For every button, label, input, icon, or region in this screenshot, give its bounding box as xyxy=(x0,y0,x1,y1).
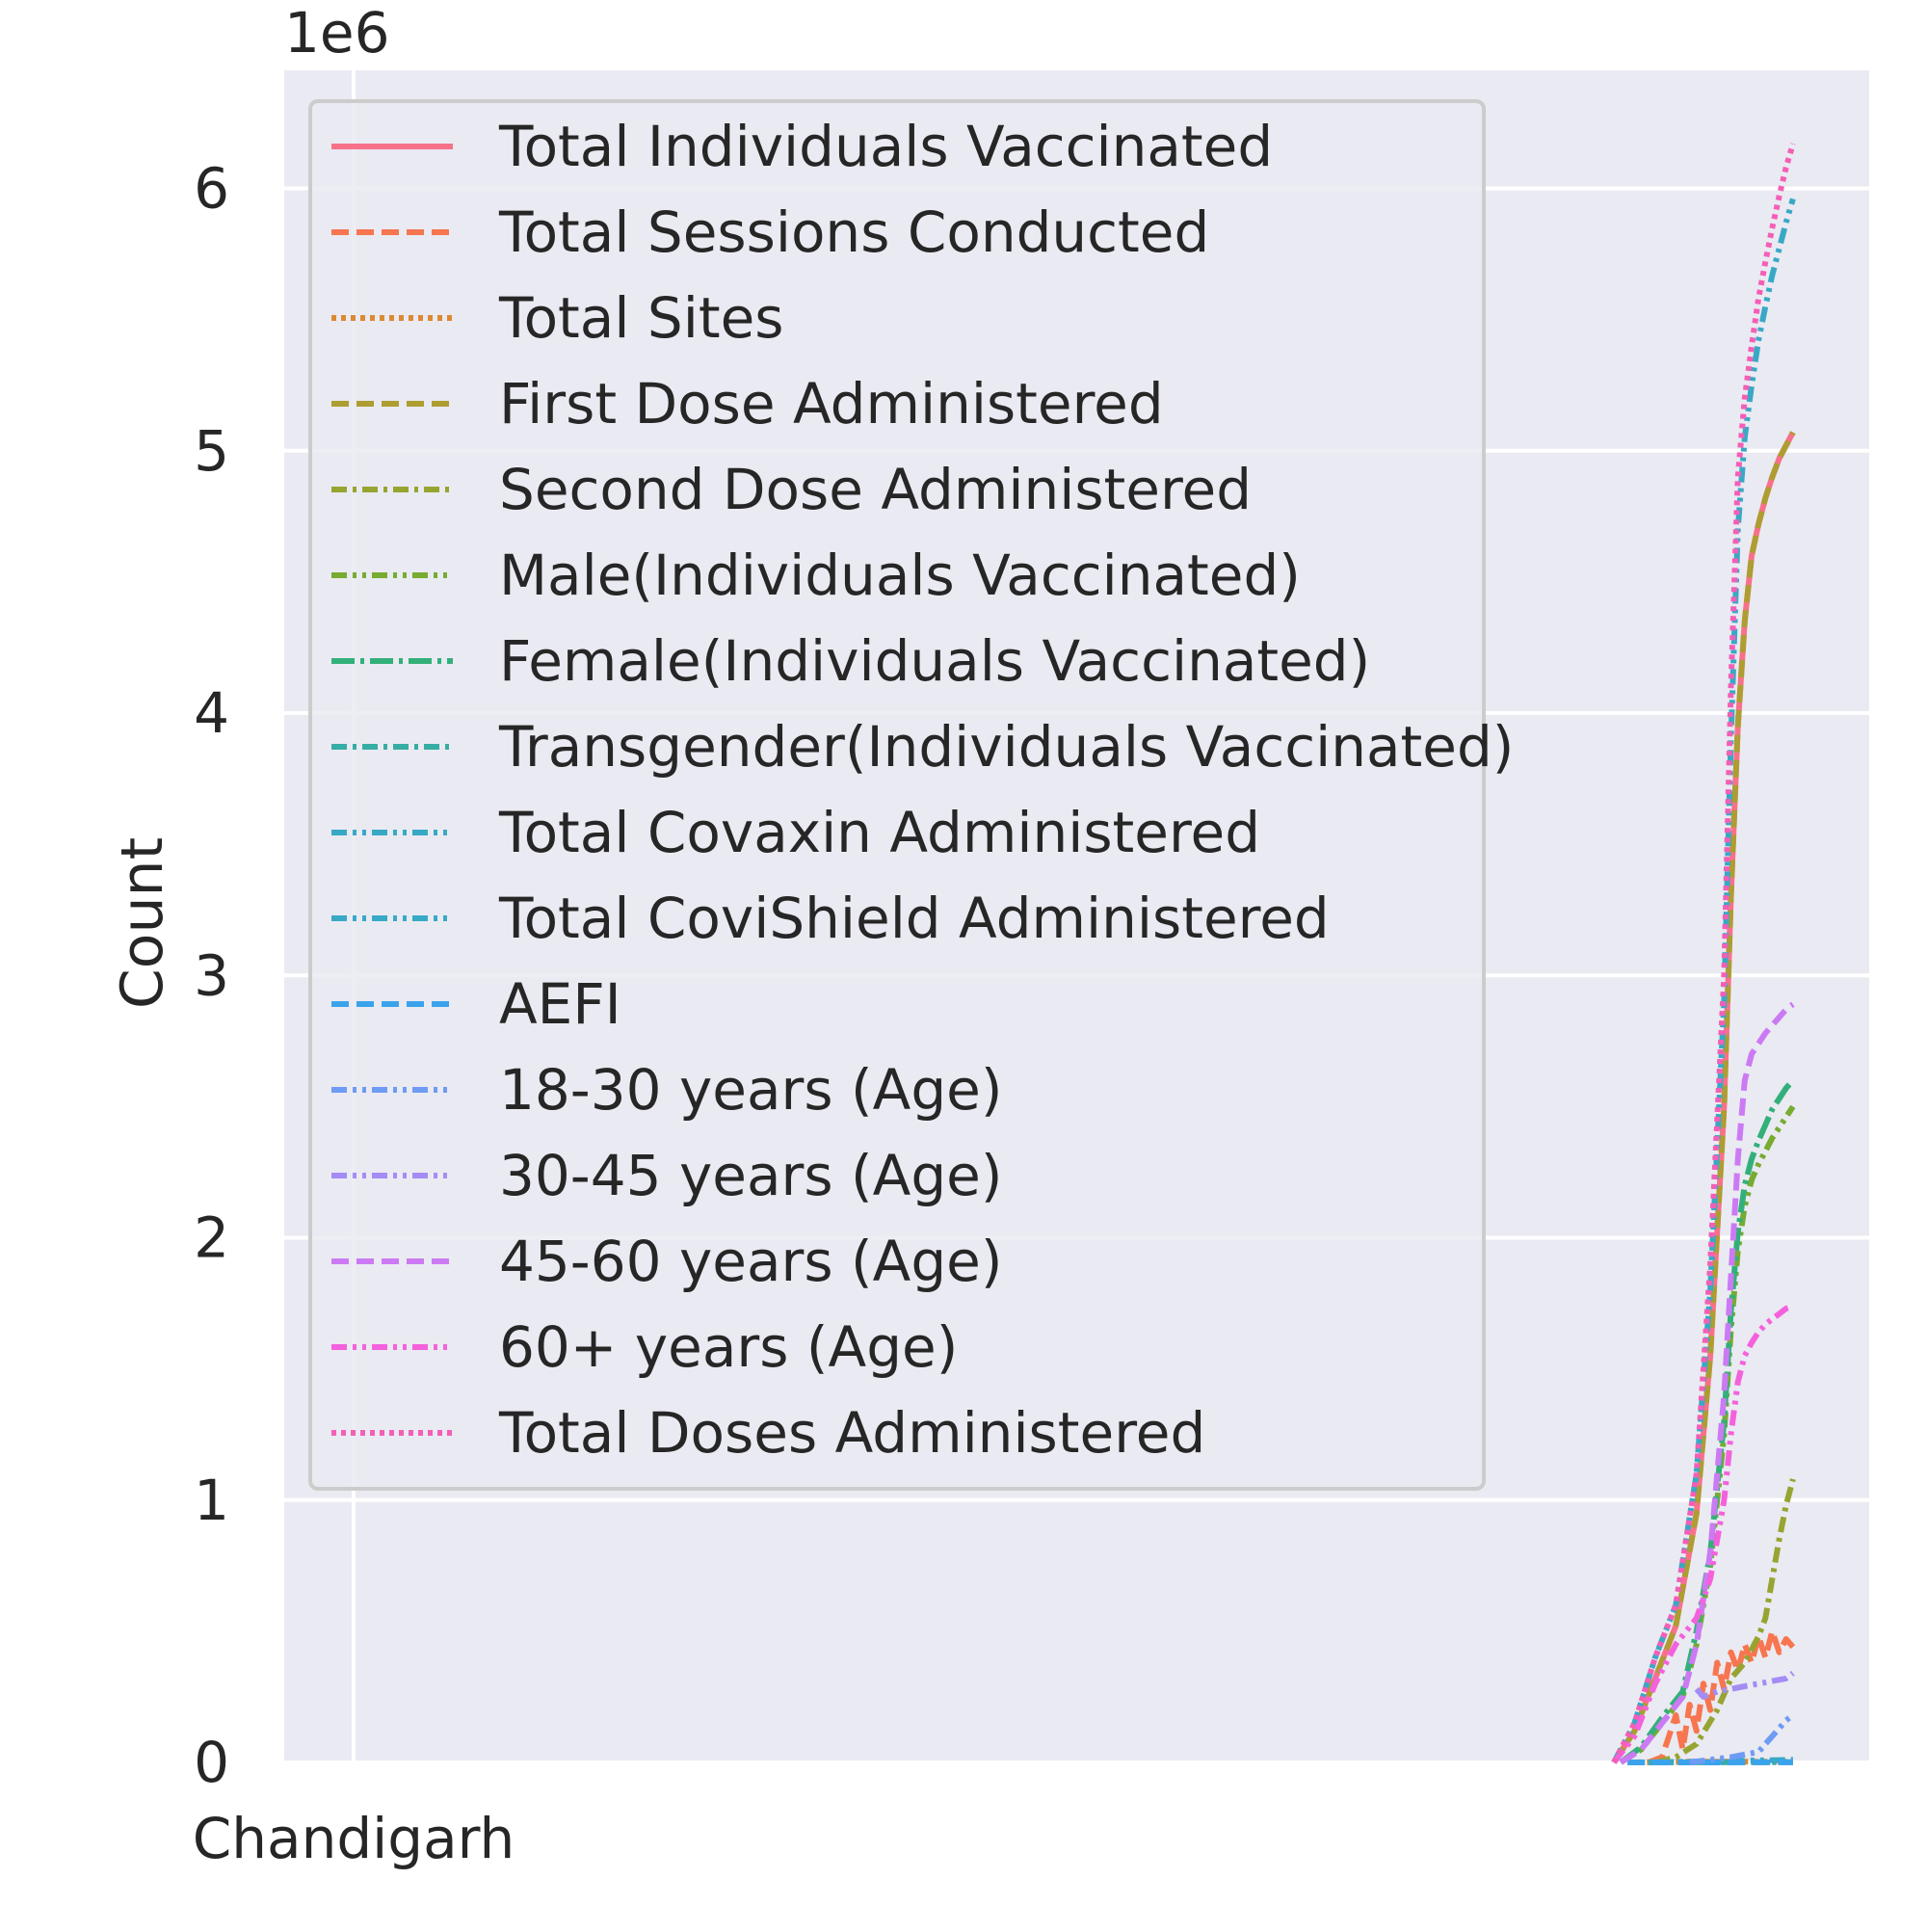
legend-label: Total Individuals Vaccinated xyxy=(498,114,1273,179)
legend-label: Transgender(Individuals Vaccinated) xyxy=(498,714,1514,780)
y-tick-label: 4 xyxy=(194,680,229,746)
y-tick-label: 1 xyxy=(194,1468,229,1533)
legend-label: Total Sites xyxy=(498,285,783,351)
legend-label: Female(Individuals Vaccinated) xyxy=(499,628,1370,694)
legend-label: Total Covaxin Administered xyxy=(498,800,1260,865)
legend-label: AEFI xyxy=(499,971,621,1037)
y-tick-label: 6 xyxy=(194,156,229,222)
legend-label: Total CoviShield Administered xyxy=(498,886,1330,951)
legend-label: 60+ years (Age) xyxy=(499,1314,958,1380)
x-tick-label: Chandigarh xyxy=(193,1806,515,1871)
y-tick-label: 5 xyxy=(194,418,229,484)
legend-label: Total Doses Administered xyxy=(498,1400,1205,1466)
legend-label: 30-45 years (Age) xyxy=(499,1143,1002,1208)
y-tick-label: 3 xyxy=(194,942,229,1008)
legend-label: Second Dose Administered xyxy=(499,457,1252,522)
legend-label: 18-30 years (Age) xyxy=(499,1057,1002,1123)
y-tick-label: 0 xyxy=(194,1730,229,1795)
y-axis-label: Count xyxy=(109,837,176,1009)
x-axis-ticks: Chandigarh xyxy=(193,1806,515,1871)
legend-label: Total Sessions Conducted xyxy=(498,199,1209,265)
y-tick-label: 2 xyxy=(194,1205,229,1271)
legend-label: First Dose Administered xyxy=(499,371,1164,437)
legend-label: Male(Individuals Vaccinated) xyxy=(499,543,1301,608)
legend: Total Individuals Vaccinated Total Sessio… xyxy=(310,101,1514,1489)
legend-label: 45-60 years (Age) xyxy=(499,1229,1002,1294)
y-axis-offset-label: 1e6 xyxy=(284,0,390,66)
